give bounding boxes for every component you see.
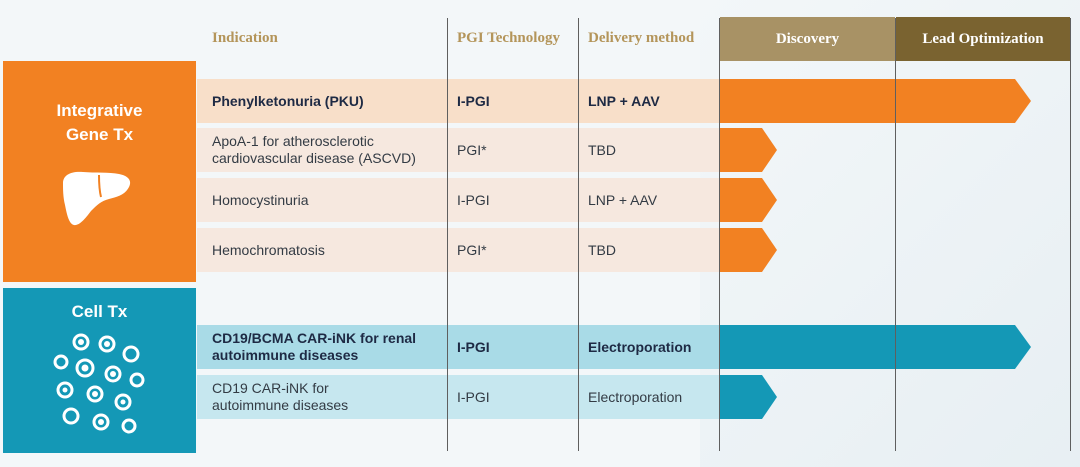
category-gene-title-line1: Integrative [56,101,143,120]
delivery-cell: TBD [588,241,616,258]
category-gene-therapy: Integrative Gene Tx [3,61,196,282]
stage-discovery: Discovery [720,17,895,61]
cells-icon [53,333,145,434]
technology-cell: I-PGI [457,338,490,355]
row-background [197,128,719,172]
indication-cell: Homocystinuria [212,191,309,208]
delivery-cell: Electroporation [588,388,683,405]
progress-arrow [720,375,777,419]
column-divider [447,18,448,451]
row-background [197,325,719,369]
progress-arrow [720,178,777,222]
column-divider [719,18,720,451]
column-divider [895,18,896,451]
row-background [197,79,719,123]
row-background [197,375,719,419]
row-background [197,228,719,272]
indication-cell: CD19/BCMA CAR-iNK for renal autoimmune d… [212,330,417,363]
delivery-cell: Electroporation [588,338,692,355]
indication-cell: Hemochromatosis [212,241,325,258]
indication-cell: Phenylketonuria (PKU) [212,92,364,109]
column-divider [1070,18,1071,451]
technology-cell: PGI* [457,241,487,258]
delivery-cell: TBD [588,141,616,158]
indication-cell: ApoA-1 for atherosclerotic cardiovascula… [212,133,416,166]
header-indication: Indication [212,30,278,46]
technology-cell: I-PGI [457,191,490,208]
progress-arrow [720,79,1031,123]
header-delivery: Delivery method [588,30,695,46]
indication-cell: CD19 CAR-iNK for autoimmune diseases [212,380,349,413]
liver-icon [63,171,131,226]
header-technology: PGI Technology [457,30,560,46]
category-cell-therapy: Cell Tx [3,288,196,453]
technology-cell: PGI* [457,141,487,158]
delivery-cell: LNP + AAV [588,92,660,109]
delivery-cell: LNP + AAV [588,191,658,208]
progress-arrow [720,128,777,172]
progress-arrow [720,325,1031,369]
progress-arrow [720,228,777,272]
stage-lead-optimization: Lead Optimization [896,17,1070,61]
category-cell-title: Cell Tx [71,302,128,321]
row-background [197,178,719,222]
technology-cell: I-PGI [457,388,490,405]
technology-cell: I-PGI [457,92,490,109]
column-divider [578,18,579,451]
category-gene-title-line2: Gene Tx [65,125,134,144]
